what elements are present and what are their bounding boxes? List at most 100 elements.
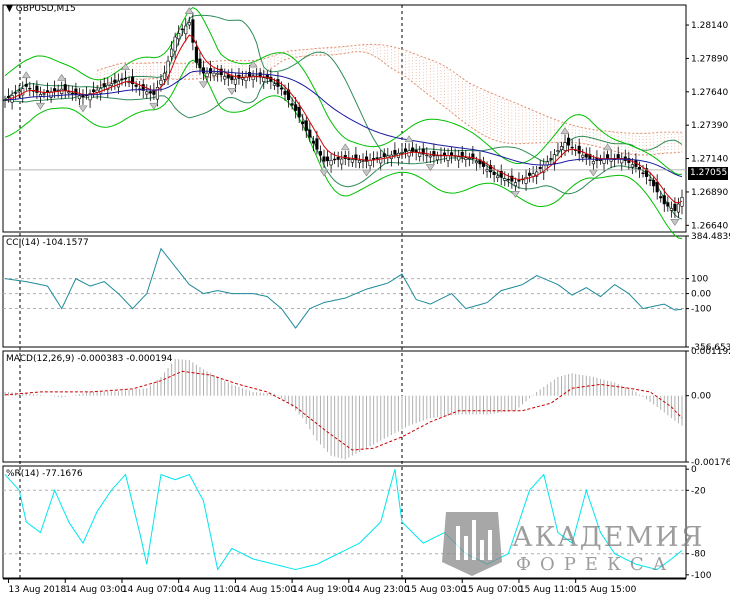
- chart-title: ▼ GBPUSD,M15: [6, 4, 76, 14]
- candle-body: [418, 152, 422, 157]
- candle-body: [159, 79, 163, 85]
- watermark-subtitle: ФОРЕКСА: [516, 554, 675, 575]
- fractals: [21, 7, 680, 226]
- candle-body: [283, 91, 287, 95]
- candle-body: [364, 156, 369, 162]
- candle-body: [318, 151, 323, 156]
- fractal-up-arrow: [248, 60, 258, 68]
- fractal-down-arrow: [227, 88, 237, 96]
- candle-body: [63, 84, 67, 91]
- x-tick-label: 13 Aug 2018: [9, 585, 67, 595]
- moving-average-blue-line: [4, 70, 683, 178]
- candle-body: [240, 77, 245, 80]
- candle-body: [340, 158, 344, 165]
- candle-body: [53, 88, 57, 92]
- candle-body: [106, 84, 110, 90]
- candle-body: [308, 129, 312, 138]
- candle-body: [606, 154, 610, 159]
- y-tick-label: -0.001769: [691, 458, 730, 468]
- candle-body: [460, 151, 464, 158]
- candle-body: [382, 153, 386, 158]
- candle-body: [425, 154, 429, 157]
- candle-body: [194, 46, 198, 63]
- candle-body: [92, 89, 96, 93]
- candle-body: [350, 159, 354, 163]
- candle-body: [492, 172, 496, 175]
- candle-body: [67, 91, 71, 94]
- candle-body: [421, 148, 425, 155]
- candle-body: [517, 180, 521, 182]
- y-tick-label: 1.27140: [691, 155, 728, 165]
- candle-body: [379, 157, 383, 164]
- candle-body: [226, 74, 230, 79]
- fractal-down-arrow: [361, 169, 372, 177]
- candle-body: [591, 160, 595, 165]
- candle-body: [326, 156, 330, 162]
- fractal-up-arrow: [57, 73, 67, 81]
- y-tick-label: 0: [691, 465, 697, 475]
- x-tick-label: 14 Aug 23:00: [349, 585, 410, 595]
- shield-bar: [480, 540, 484, 560]
- fractal-up-arrow: [120, 63, 131, 71]
- candle-body: [134, 84, 138, 87]
- candle-body: [180, 28, 184, 31]
- candle-body: [109, 83, 113, 86]
- candle-body: [233, 78, 237, 85]
- candle-body: [170, 48, 174, 57]
- candle-body: [162, 72, 167, 80]
- candle-body: [329, 160, 333, 166]
- candle-body: [411, 147, 415, 152]
- candle-body: [446, 155, 450, 161]
- candle-body: [559, 146, 564, 150]
- candle-body: [669, 208, 673, 211]
- y-tick-label: 0.001192: [691, 347, 730, 357]
- candle-body: [528, 172, 532, 176]
- cci-label: CCI(14) -104.1577: [6, 238, 89, 248]
- candle-body: [645, 168, 649, 177]
- candle-body: [74, 88, 78, 95]
- y-tick-label: 100: [691, 275, 708, 285]
- y-tick-label: 384.4839: [691, 232, 730, 242]
- watermark-title: АКАДЕМИЯ: [512, 522, 704, 553]
- candle-body: [499, 170, 503, 178]
- candle-body: [272, 83, 276, 86]
- candle-body: [489, 165, 493, 173]
- fractal-up-arrow: [340, 143, 350, 151]
- candle-body: [155, 87, 159, 100]
- candle-body: [513, 182, 517, 187]
- candle-body: [113, 79, 117, 83]
- candle-body: [372, 158, 376, 160]
- candle-body: [457, 156, 461, 161]
- candle-body: [673, 203, 677, 211]
- candle-body: [21, 88, 25, 96]
- fractal-up-arrow: [21, 71, 31, 79]
- candle-body: [567, 137, 571, 146]
- x-tick-label: 14 Aug 03:00: [65, 585, 126, 595]
- moving-average-red-line: [4, 34, 683, 204]
- candle-body: [276, 79, 280, 87]
- candle-body: [191, 19, 195, 43]
- fractal-up-arrow: [404, 135, 414, 143]
- candle-body: [549, 158, 553, 160]
- bollinger-lower-line: [4, 80, 683, 220]
- candle-body: [77, 95, 81, 100]
- y-tick-label: 1.26640: [691, 221, 728, 231]
- ichimoku-span-a: [96, 51, 682, 156]
- candle-body: [630, 164, 634, 168]
- pane-frame-cci: [2, 235, 687, 348]
- candle-body: [102, 83, 106, 87]
- y-tick-label: -20: [691, 486, 706, 496]
- ichimoku-span-b: [97, 43, 682, 134]
- macd-label: MACD(12,26,9) -0.000383 -0.000194: [6, 354, 173, 364]
- candle-body: [538, 166, 542, 169]
- y-tick-label: 0.00: [691, 290, 711, 300]
- down-triangle-icon[interactable]: ▼: [6, 4, 13, 14]
- cci-line: [4, 247, 683, 329]
- pane-frame-wpr: [2, 465, 687, 579]
- candle-body: [357, 160, 361, 164]
- current-price-tag: 1.27055: [688, 167, 728, 180]
- y-tick-label: 0.00: [691, 392, 711, 402]
- fractal-up-arrow: [560, 127, 570, 135]
